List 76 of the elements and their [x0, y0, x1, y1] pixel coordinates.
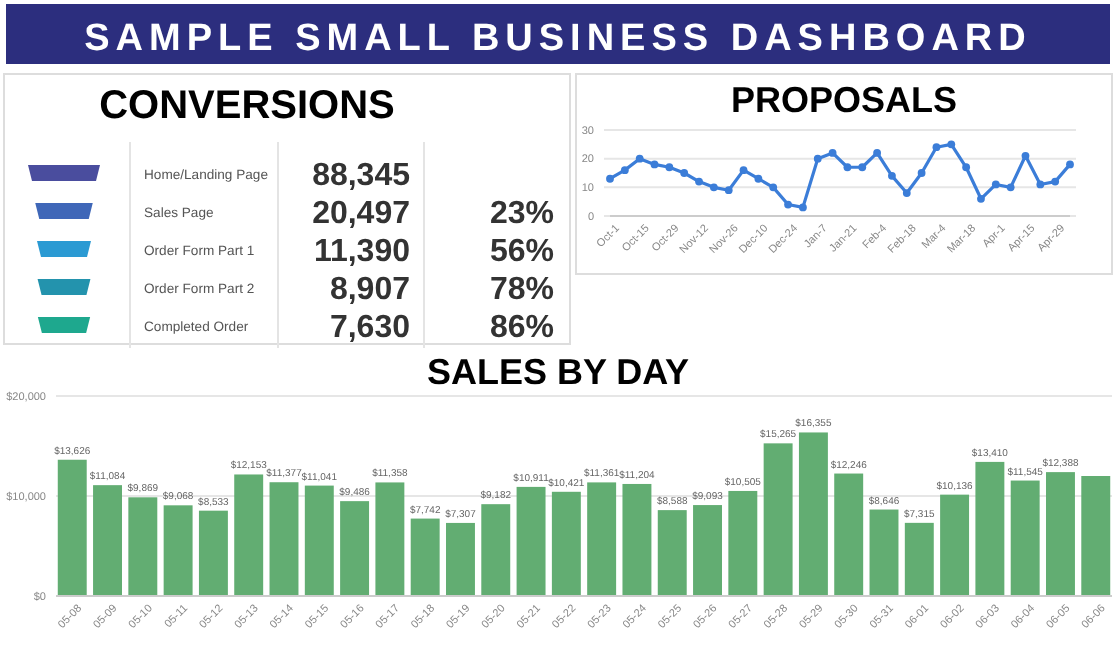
point	[1021, 151, 1030, 160]
point	[873, 149, 881, 157]
data-label: 7,630	[329, 311, 411, 345]
bar	[446, 522, 475, 596]
point	[739, 166, 748, 175]
bar	[940, 494, 970, 596]
bar	[340, 501, 370, 596]
chart-title: PROPOSALS	[730, 80, 958, 120]
bar	[763, 443, 793, 596]
bar	[1010, 480, 1040, 596]
text: SAMPLE SMALL BUSINESS DASHBOARD	[84, 18, 1032, 60]
point	[902, 189, 911, 197]
bar	[410, 518, 440, 596]
point	[620, 166, 629, 175]
point	[680, 169, 689, 177]
data-label: 23%	[489, 197, 554, 231]
point	[977, 194, 985, 203]
bar	[481, 504, 511, 596]
bar	[234, 474, 264, 596]
point	[843, 163, 852, 172]
bar	[163, 505, 193, 596]
bar	[269, 482, 299, 596]
bar	[57, 459, 87, 596]
bar	[304, 485, 334, 596]
bar	[587, 482, 617, 596]
point	[754, 174, 763, 183]
data-label: 8,907	[329, 273, 411, 307]
point	[695, 177, 703, 186]
point	[962, 163, 971, 172]
bar	[1046, 472, 1075, 596]
bar	[869, 509, 899, 596]
bar	[975, 461, 1005, 596]
bar	[198, 510, 228, 596]
point	[784, 200, 792, 209]
bar	[622, 483, 652, 596]
point	[858, 163, 867, 172]
point	[1066, 160, 1074, 169]
point	[1006, 183, 1015, 192]
point	[1051, 177, 1060, 186]
bar	[1081, 476, 1111, 596]
bar	[551, 491, 581, 596]
data-label: 56%	[489, 235, 554, 269]
data-label: 88,345	[312, 159, 411, 193]
line-series	[606, 140, 1074, 212]
point	[635, 154, 644, 163]
point	[1036, 180, 1045, 189]
point	[724, 186, 733, 195]
point	[917, 169, 926, 177]
bar	[93, 485, 122, 596]
bar	[728, 490, 758, 596]
point	[813, 154, 822, 163]
chart-title: SALES BY DAY	[426, 352, 690, 392]
data-label: 20,497	[312, 197, 411, 231]
point	[665, 163, 674, 172]
point	[947, 140, 956, 149]
data-label: 11,390	[313, 235, 411, 269]
data-label: 78%	[489, 273, 554, 307]
text: CONVERSIONS	[99, 84, 395, 128]
point	[991, 180, 1000, 189]
point	[650, 160, 659, 169]
point	[769, 183, 778, 192]
bar	[904, 522, 934, 596]
bar	[375, 482, 405, 596]
bar	[834, 473, 864, 596]
point	[888, 171, 896, 180]
bar	[657, 510, 687, 596]
bar	[128, 497, 158, 596]
bar	[693, 505, 722, 596]
bar	[516, 486, 546, 596]
point	[799, 203, 807, 212]
point	[709, 183, 718, 192]
point	[932, 143, 941, 152]
point	[606, 174, 614, 183]
data-label: 86%	[489, 311, 554, 345]
bar	[798, 432, 828, 596]
point	[828, 149, 837, 157]
